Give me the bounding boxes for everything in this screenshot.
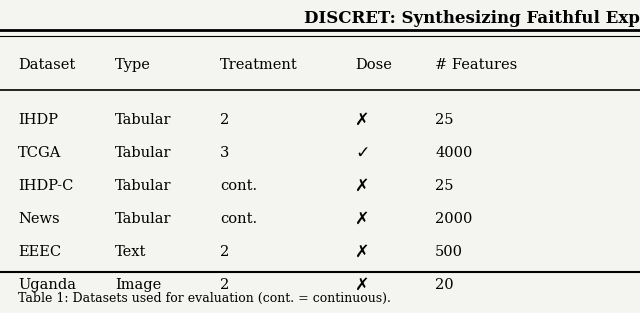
Text: Text: Text	[115, 245, 147, 259]
Text: IHDP: IHDP	[18, 113, 58, 127]
Text: cont.: cont.	[220, 212, 257, 226]
Text: Tabular: Tabular	[115, 113, 172, 127]
Text: DISCRET: Synthesizing Faithful Exp: DISCRET: Synthesizing Faithful Exp	[304, 10, 640, 27]
Text: # Features: # Features	[435, 58, 517, 72]
Text: Tabular: Tabular	[115, 179, 172, 193]
Text: TCGA: TCGA	[18, 146, 61, 160]
Text: News: News	[18, 212, 60, 226]
Text: ✗: ✗	[355, 177, 369, 195]
Text: Tabular: Tabular	[115, 212, 172, 226]
Text: cont.: cont.	[220, 179, 257, 193]
Text: Dataset: Dataset	[18, 58, 76, 72]
Text: 500: 500	[435, 245, 463, 259]
Text: 2: 2	[220, 278, 229, 292]
Text: Dose: Dose	[355, 58, 392, 72]
Text: Type: Type	[115, 58, 151, 72]
Text: Image: Image	[115, 278, 161, 292]
Text: 4000: 4000	[435, 146, 472, 160]
Text: 2: 2	[220, 113, 229, 127]
Text: 25: 25	[435, 113, 454, 127]
Text: Tabular: Tabular	[115, 146, 172, 160]
Text: ✗: ✗	[355, 276, 369, 294]
Text: Uganda: Uganda	[18, 278, 76, 292]
Text: 3: 3	[220, 146, 229, 160]
Text: 2000: 2000	[435, 212, 472, 226]
Text: IHDP-C: IHDP-C	[18, 179, 74, 193]
Text: Treatment: Treatment	[220, 58, 298, 72]
Text: 20: 20	[435, 278, 454, 292]
Text: Table 1: Datasets used for evaluation (cont. = continuous).: Table 1: Datasets used for evaluation (c…	[18, 292, 391, 305]
Text: EEEC: EEEC	[18, 245, 61, 259]
Text: ✗: ✗	[355, 111, 369, 129]
Text: ✓: ✓	[355, 144, 369, 162]
Text: 25: 25	[435, 179, 454, 193]
Text: ✗: ✗	[355, 243, 369, 261]
Text: ✗: ✗	[355, 210, 369, 228]
Text: 2: 2	[220, 245, 229, 259]
